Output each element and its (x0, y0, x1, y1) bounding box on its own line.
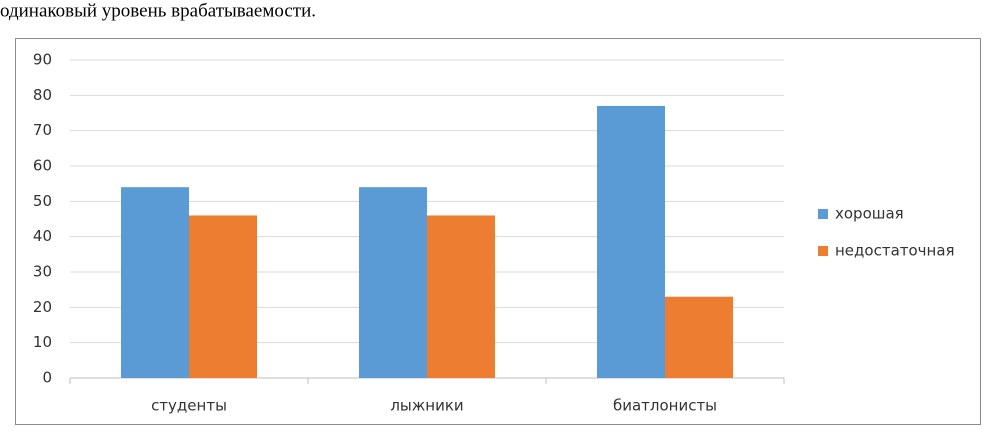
chart-frame (15, 38, 981, 425)
y-tick-label: 60 (33, 157, 52, 175)
bar (189, 215, 257, 378)
legend-swatch (818, 209, 828, 219)
legend-swatch (818, 246, 828, 256)
document-text: одинаковый уровень врабатываемости. (0, 0, 316, 21)
y-tick-label: 30 (33, 263, 52, 281)
bar (427, 215, 495, 378)
legend-label: недостаточная (835, 242, 955, 260)
y-tick-label: 0 (42, 369, 52, 387)
y-tick-label: 40 (33, 227, 52, 245)
y-tick-label: 20 (33, 298, 52, 316)
y-tick-label: 80 (33, 86, 52, 104)
x-tick-label: лыжники (390, 397, 463, 415)
bar (359, 187, 427, 378)
x-tick-label: студенты (151, 397, 227, 415)
bar (121, 187, 189, 378)
y-tick-label: 70 (33, 121, 52, 139)
bar (665, 296, 733, 378)
bar (597, 105, 665, 378)
x-tick-label: биатлонисты (613, 397, 717, 415)
y-tick-label: 50 (33, 192, 52, 210)
y-tick-label: 90 (33, 51, 52, 69)
legend-label: хорошая (835, 205, 904, 223)
y-tick-label: 10 (33, 333, 52, 351)
